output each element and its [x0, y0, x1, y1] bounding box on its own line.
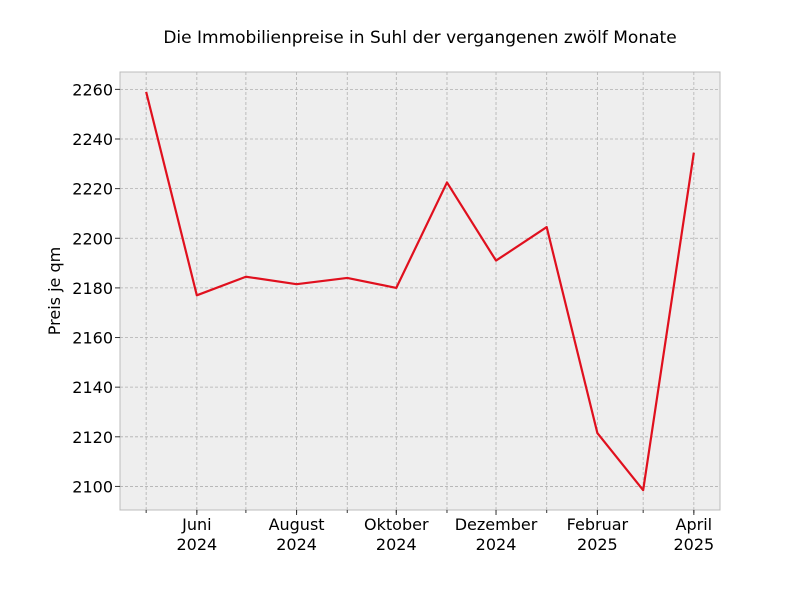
x-tick-label-month: Februar: [567, 515, 629, 534]
x-tick-label-year: 2025: [673, 535, 714, 554]
chart-title: Die Immobilienpreise in Suhl der vergang…: [163, 28, 676, 48]
x-tick-label-month: Juni: [181, 515, 211, 534]
y-tick-label: 2100: [72, 477, 113, 496]
x-tick-label-month: August: [269, 515, 325, 534]
y-tick-label: 2200: [72, 229, 113, 248]
x-tick-label-year: 2024: [176, 535, 217, 554]
series-line: [145, 91, 695, 492]
y-tick-label: 2260: [72, 80, 113, 99]
x-tick-label-year: 2024: [476, 535, 517, 554]
grid: [120, 72, 720, 510]
x-tick-label-year: 2024: [376, 535, 417, 554]
y-tick-label: 2120: [72, 428, 113, 447]
x-tick-label-year: 2024: [276, 535, 317, 554]
axis-ticks: [115, 88, 695, 515]
x-tick-label-month: April: [676, 515, 713, 534]
y-tick-label: 2240: [72, 130, 113, 149]
y-tick-label: 2220: [72, 180, 113, 199]
x-tick-label-month: Oktober: [364, 515, 429, 534]
y-axis-label: Preis je qm: [45, 247, 64, 335]
y-tick-label: 2160: [72, 329, 113, 348]
x-tick-label-year: 2025: [577, 535, 618, 554]
series: [145, 91, 695, 492]
y-tick-label: 2140: [72, 378, 113, 397]
y-tick-label: 2180: [72, 279, 113, 298]
tick-labels: 2100 2120 2140 2160 2180 2200 2220 2240 2260 Juni…: [72, 80, 714, 554]
x-tick-label-month: Dezember: [455, 515, 538, 534]
